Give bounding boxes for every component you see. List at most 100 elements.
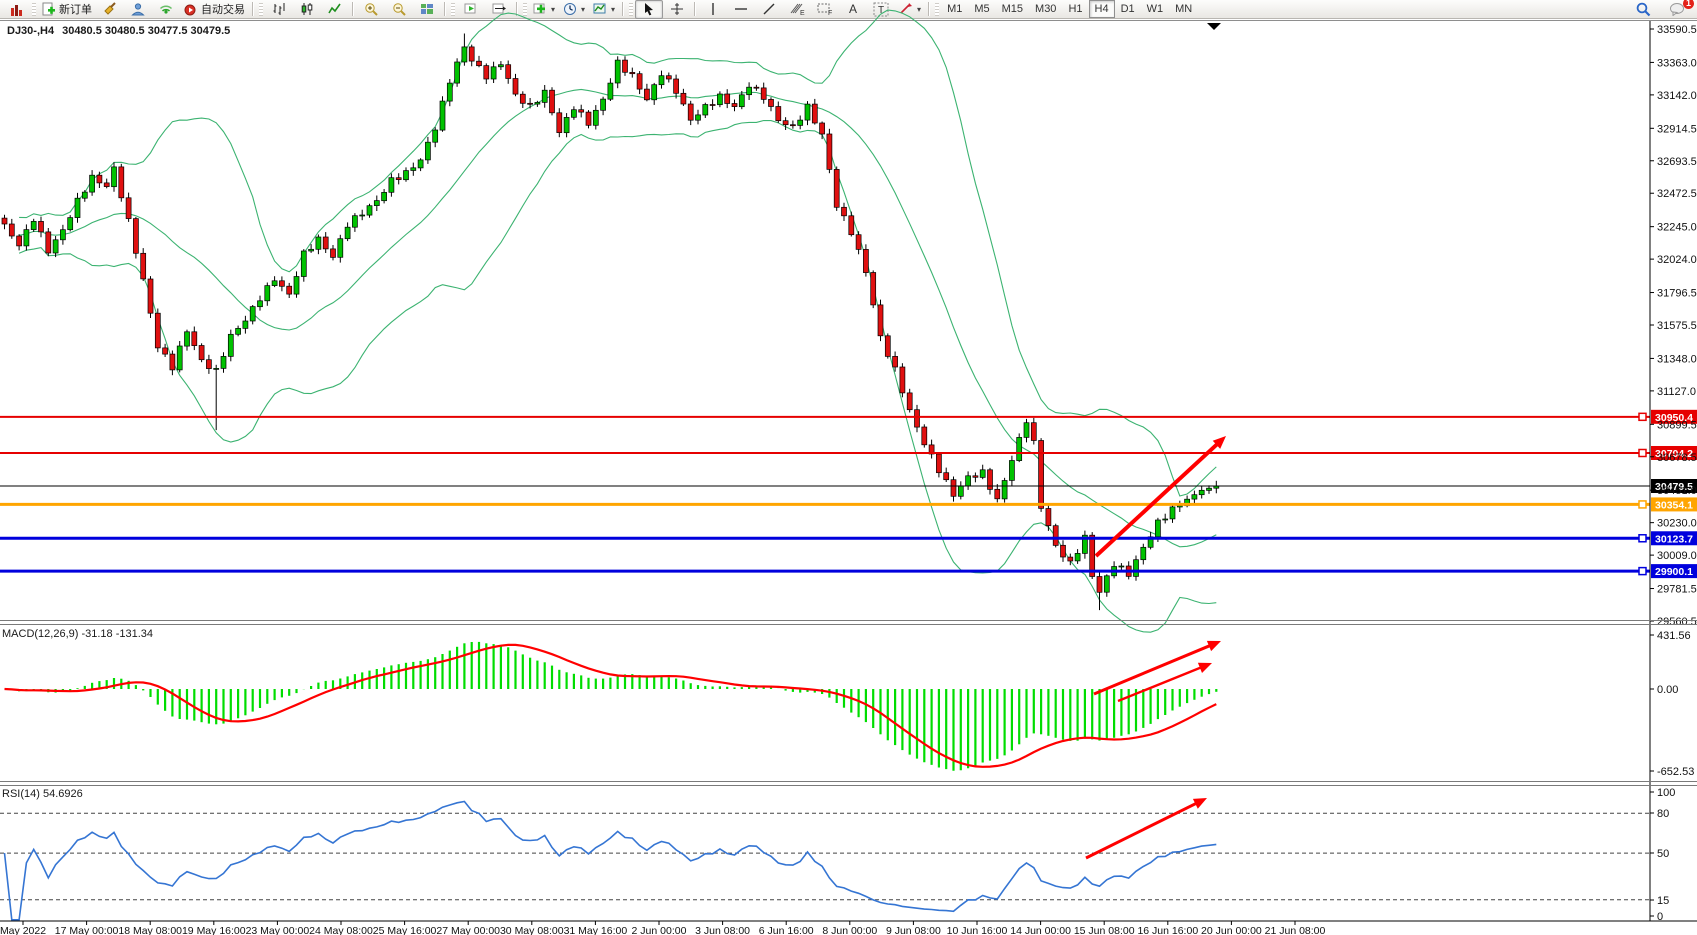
candle-body [600, 98, 606, 111]
periods-clock-button[interactable]: ▾ [559, 0, 589, 19]
horizontal-lines-layer[interactable]: 30950.4 30704.2 30479.5 30354.1 30123.7 29900… [0, 409, 1697, 579]
new-order-button[interactable]: 新订单 [38, 0, 96, 19]
trend-arrow[interactable] [1085, 799, 1203, 860]
zoom-in-button[interactable] [357, 0, 385, 19]
candle-body [498, 64, 504, 68]
timeframe-button-M5[interactable]: M5 [974, 3, 990, 15]
timeframe-button-D1[interactable]: D1 [1120, 3, 1135, 15]
candle-body [373, 200, 380, 206]
candle-body [191, 331, 198, 346]
auto-trading-button[interactable]: 自动交易 [180, 0, 249, 19]
shapes-dropdown-button[interactable]: ▾ [895, 0, 925, 19]
candle-body [644, 88, 650, 101]
candles-layer [1, 33, 1220, 611]
timeframe-button-M30[interactable]: M30 [1035, 3, 1057, 15]
candle-body [483, 65, 490, 80]
candle-chart-button[interactable] [293, 0, 321, 19]
time-label: 20 Jun 00:00 [1201, 925, 1262, 935]
candle-body [403, 170, 409, 181]
candle-body [264, 285, 271, 302]
trendline-button[interactable] [755, 0, 783, 19]
new-order-icon [42, 2, 55, 16]
candle-body [571, 109, 577, 118]
hline-handle [1638, 500, 1647, 509]
candle-body [279, 280, 285, 287]
search-icon[interactable] [1629, 0, 1657, 19]
zoom-out-button[interactable] [385, 0, 413, 19]
time-label: 31 May 16:00 [564, 925, 628, 935]
candle-body [38, 221, 44, 233]
candle-body [731, 103, 738, 107]
candle-body [775, 106, 782, 122]
horizontal-line-button[interactable] [727, 0, 755, 19]
notifications-icon[interactable]: 1 [1663, 0, 1694, 19]
timeframe-button-MN[interactable]: MN [1175, 3, 1193, 15]
timeframe-button-M15[interactable]: M15 [1001, 3, 1024, 15]
candle-body [476, 60, 482, 67]
time-label: 14 Jun 00:00 [1010, 925, 1071, 935]
toolbar-grip[interactable] [32, 2, 36, 16]
timeframe-button-H1[interactable]: H1 [1068, 3, 1083, 15]
app-logo-icon [2, 0, 30, 19]
candle-body [607, 82, 614, 100]
macd-axis-label: 0.00 [1657, 684, 1678, 696]
text-label-button[interactable]: T [867, 0, 895, 19]
candle-body [198, 345, 205, 361]
candle-body [286, 285, 293, 295]
trend-arrow[interactable] [1093, 641, 1217, 696]
candle-body [760, 87, 767, 100]
templates-button[interactable]: ▾ [589, 0, 619, 19]
vertical-line-button[interactable] [699, 0, 727, 19]
indicators-button[interactable]: ▾ [529, 0, 559, 19]
timeframe-button-W1[interactable]: W1 [1146, 3, 1164, 15]
profile-icon[interactable] [124, 0, 152, 19]
time-label: 10 Jun 16:00 [947, 925, 1008, 935]
candle-body [855, 234, 862, 250]
hline-price-text: 30479.5 [1655, 481, 1693, 493]
candle-body [906, 392, 913, 411]
signal-icon[interactable] [152, 0, 180, 19]
auto-scroll-button[interactable] [457, 0, 485, 19]
candle-body [60, 229, 66, 241]
text-button[interactable]: A [849, 2, 858, 16]
line-chart-button[interactable] [321, 0, 349, 19]
candle-body [921, 426, 928, 446]
hline-price-box [1651, 479, 1697, 494]
cleanup-icon[interactable] [96, 0, 124, 19]
candle-body [359, 214, 366, 217]
hline-price-text: 30950.4 [1655, 412, 1693, 424]
channel-button[interactable]: F [811, 0, 839, 19]
candle-body [943, 472, 950, 481]
auto-trading-icon [184, 4, 196, 16]
candle-body [162, 347, 168, 355]
price-axis: 33590.5 33363.0 33142.0 32914.5 32693.5 32472… [1650, 24, 1697, 923]
chart-shift-button[interactable] [485, 0, 513, 19]
candle-body [841, 206, 847, 217]
candle-body [505, 64, 512, 79]
candle-body [1038, 440, 1044, 509]
time-label: 9 Jun 08:00 [886, 925, 941, 935]
time-label: 27 May 00:00 [436, 925, 500, 935]
candle-body [797, 119, 804, 126]
candle-body [227, 333, 234, 357]
candle-body [658, 75, 665, 86]
candle-body [1016, 437, 1023, 461]
fibonacci-button[interactable]: E [783, 0, 811, 19]
timeframe-button-H4[interactable]: H4 [1088, 0, 1115, 18]
candle-body [1023, 422, 1030, 438]
bar-chart-button[interactable] [265, 0, 293, 19]
trend-arrow[interactable] [1094, 438, 1223, 558]
timeframe-button-M1[interactable]: M1 [947, 3, 963, 15]
timeframe-group: M1 M5 M15 M30 H1 H4 D1 W1 MN [941, 0, 1198, 18]
chart-shift-marker[interactable] [1207, 23, 1221, 30]
hline-price-box [1651, 497, 1697, 512]
trend-arrow[interactable] [1117, 664, 1207, 703]
cursor-button[interactable] [635, 0, 664, 19]
time-label: 15 Jun 08:00 [1074, 925, 1135, 935]
crosshair-button[interactable] [663, 0, 691, 19]
candle-body [826, 133, 833, 170]
tile-windows-button[interactable] [413, 0, 441, 19]
candle-body [96, 174, 103, 184]
